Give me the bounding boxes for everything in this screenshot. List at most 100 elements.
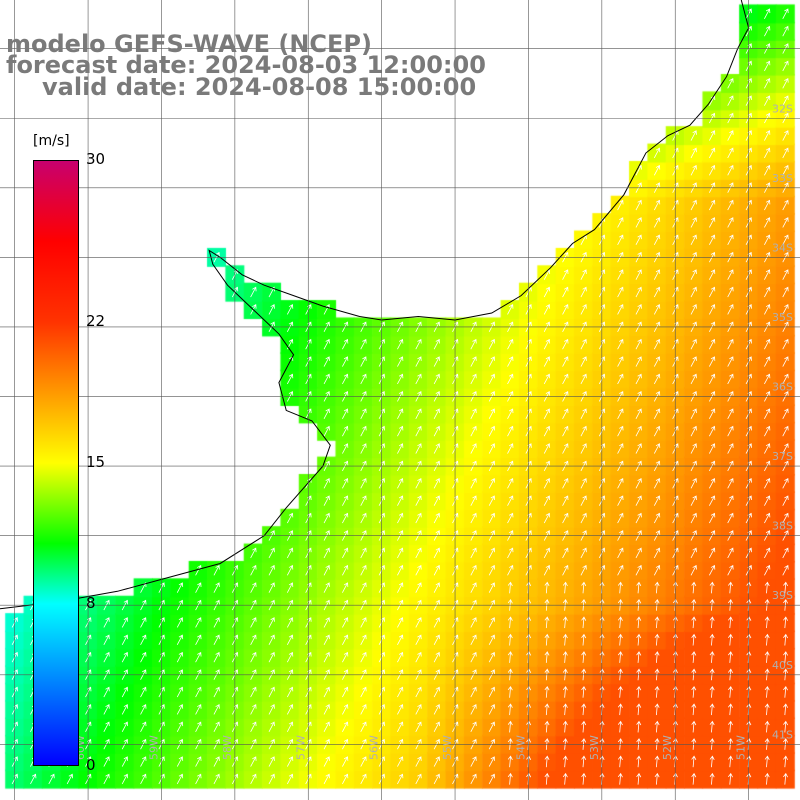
wind-arrow — [470, 356, 477, 367]
wind-arrow — [764, 286, 771, 298]
wind-arrow — [397, 704, 404, 715]
wind-arrow — [544, 616, 550, 629]
wind-arrow — [360, 582, 367, 593]
wind-arrow — [653, 338, 661, 350]
wind-arrow — [580, 512, 587, 524]
wind-arrow — [635, 234, 642, 246]
wind-arrow — [654, 703, 660, 716]
wind-arrow — [617, 425, 624, 437]
wind-arrow — [360, 634, 367, 646]
wind-arrow — [507, 443, 514, 454]
wind-arrow — [580, 356, 587, 367]
wind-arrow — [617, 443, 624, 454]
wind-arrow — [782, 564, 789, 576]
wind-arrow — [783, 720, 788, 733]
wind-arrow — [415, 443, 422, 454]
wind-arrow — [543, 564, 551, 576]
wind-arrow — [617, 651, 623, 663]
wind-arrow — [580, 495, 587, 506]
wind-arrow — [323, 721, 330, 733]
wind-arrow — [635, 564, 642, 576]
wind-arrow — [635, 547, 642, 559]
wind-arrow — [415, 686, 422, 698]
wind-arrow — [764, 616, 770, 629]
wind-arrow — [708, 234, 716, 246]
wind-arrow — [709, 772, 715, 785]
wind-arrow — [342, 408, 349, 419]
wind-arrow — [690, 443, 697, 454]
wind-arrow — [397, 721, 404, 733]
wind-arrow — [727, 269, 734, 280]
wind-arrow — [708, 373, 716, 385]
wind-arrow — [764, 356, 771, 367]
wind-arrow — [764, 633, 770, 646]
wind-arrow — [213, 773, 220, 785]
wind-arrow — [176, 651, 184, 663]
wind-arrow — [543, 425, 551, 437]
wind-arrow — [708, 130, 716, 141]
wind-arrow — [103, 721, 110, 733]
wind-arrow — [653, 495, 661, 506]
wind-arrow — [360, 495, 367, 506]
wind-arrow — [48, 773, 55, 785]
wind-arrow — [635, 477, 642, 489]
wind-arrow — [764, 512, 771, 524]
wind-arrow — [653, 425, 661, 437]
wind-arrow — [764, 564, 771, 576]
wind-arrow — [176, 756, 184, 767]
wind-arrow — [782, 25, 789, 37]
wind-arrow — [708, 564, 716, 576]
wind-arrow — [727, 443, 734, 454]
wind-arrow — [580, 269, 587, 280]
wind-arrow — [323, 634, 330, 646]
wind-arrow — [103, 617, 110, 628]
wind-arrow — [562, 512, 569, 524]
wind-arrow — [507, 408, 514, 419]
wind-arrow — [562, 338, 569, 350]
wind-arrow — [783, 703, 788, 716]
wind-arrow — [488, 564, 496, 576]
wind-arrow — [397, 512, 404, 524]
wind-arrow — [433, 651, 440, 663]
wind-arrow — [782, 217, 789, 228]
wind-arrow — [617, 512, 624, 524]
wind-arrow — [488, 651, 496, 663]
wind-arrow — [617, 720, 623, 733]
wind-arrow — [488, 547, 496, 559]
wind-arrow — [636, 703, 642, 716]
wind-arrow — [397, 651, 404, 663]
wind-arrow — [708, 217, 716, 228]
wind-arrow — [708, 304, 716, 315]
wind-arrow — [323, 425, 330, 437]
wind-arrow — [580, 425, 587, 437]
longitude-label: 54W — [514, 735, 527, 760]
wind-arrow — [581, 703, 587, 716]
wind-arrow — [690, 512, 697, 524]
wind-arrow — [488, 617, 496, 628]
wind-arrow — [690, 564, 697, 576]
wind-arrow — [617, 772, 623, 785]
wind-arrow — [195, 651, 202, 663]
wind-arrow — [764, 338, 771, 350]
wind-arrow — [562, 755, 568, 768]
wind-arrow — [415, 373, 422, 385]
colorbar-tick-label: 15 — [86, 453, 106, 471]
wind-arrow — [782, 443, 789, 454]
wind-arrow — [544, 685, 550, 698]
wind-arrow — [691, 633, 697, 646]
latitude-label: 40S — [772, 659, 793, 672]
wind-arrow — [782, 304, 789, 315]
wind-arrow — [360, 756, 367, 767]
wind-arrow — [323, 338, 330, 350]
longitude-label: 58W — [221, 735, 234, 760]
wind-arrow — [653, 512, 661, 524]
wind-arrow — [764, 703, 770, 716]
wind-arrow — [653, 564, 661, 576]
wind-arrow — [543, 495, 551, 506]
wind-arrow — [727, 356, 734, 367]
wind-arrow — [176, 704, 184, 715]
coastline — [0, 0, 750, 610]
valid-date: valid date: 2024-08-08 15:00:00 — [42, 73, 477, 101]
wind-arrow — [727, 234, 734, 246]
